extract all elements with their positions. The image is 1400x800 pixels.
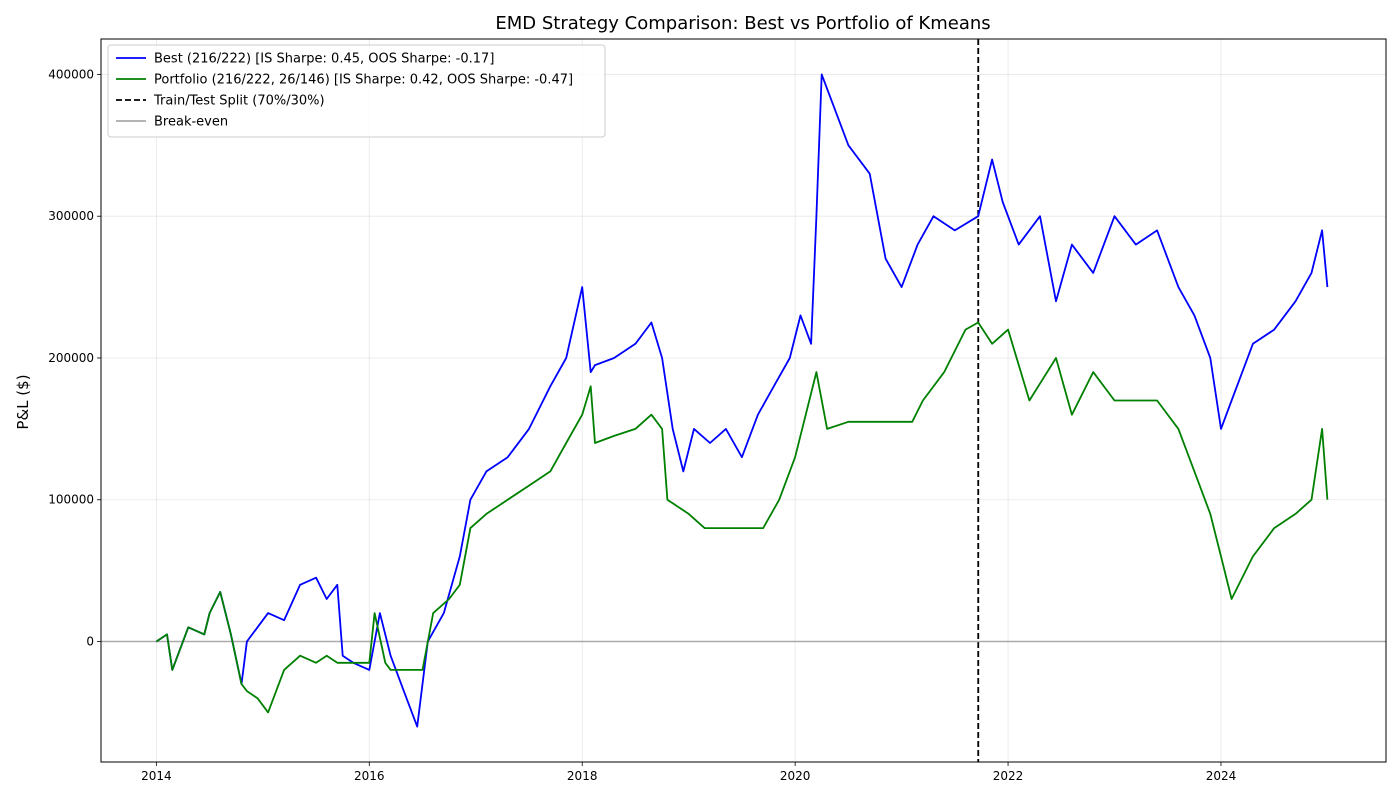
y-tick-label: 400000	[48, 67, 94, 81]
x-tick-label: 2022	[993, 769, 1024, 783]
y-tick-label: 300000	[48, 209, 94, 223]
x-tick-label: 2014	[141, 769, 172, 783]
y-tick-label: 0	[86, 635, 94, 649]
legend: Best (216/222) [IS Sharpe: 0.45, OOS Sha…	[107, 44, 606, 138]
x-tick-label: 2018	[567, 769, 598, 783]
legend-entry-break-even-label: Break-even	[154, 115, 228, 130]
series-lines	[155, 73, 1329, 728]
x-tick-label: 2016	[354, 769, 385, 783]
legend-entry-split-label: Train/Test Split (70%/30%)	[153, 94, 325, 109]
y-axis-title: P&L ($)	[14, 374, 32, 429]
plot-frame	[100, 38, 1387, 763]
portfolio-series-line	[155, 321, 1329, 714]
x-tick-label: 2024	[1206, 769, 1237, 783]
axis-ticks: 2014 2016 2018 2020 2022 2024 0 100000 200000 300…	[48, 67, 1236, 783]
chart-title: EMD Strategy Comparison: Best vs Portfol…	[495, 13, 990, 34]
x-tick-label: 2020	[780, 769, 811, 783]
legend-entry-best-label: Best (216/222) [IS Sharpe: 0.45, OOS Sha…	[154, 52, 494, 67]
legend-entry-portfolio-label: Portfolio (216/222, 26/146) [IS Sharpe: …	[154, 73, 573, 88]
y-tick-label: 100000	[48, 493, 94, 507]
best-series-line	[155, 73, 1329, 728]
legend-box	[107, 44, 606, 138]
reference-lines	[101, 39, 1386, 762]
y-tick-label: 200000	[48, 351, 94, 365]
grid-lines	[101, 39, 1386, 762]
